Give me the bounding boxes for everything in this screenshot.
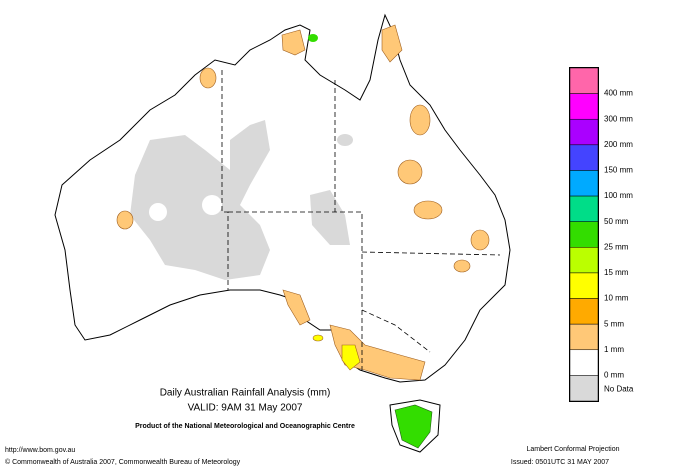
legend-label: 15 mm [604, 268, 629, 277]
issued: Issued: 0501UTC 31 MAY 2007 [511, 459, 609, 466]
legend-label: 0 mm [604, 370, 624, 379]
no-data-hole [202, 195, 222, 215]
legend-swatch [569, 375, 599, 402]
legend-swatch [569, 195, 599, 222]
rain-area [281, 29, 306, 56]
rain-area [397, 159, 423, 185]
legend-label: 300 mm [604, 114, 633, 123]
rainfall-areas [116, 24, 490, 449]
rain-area-heavy [308, 34, 318, 42]
legend-swatch [569, 118, 599, 146]
rain-area [453, 259, 471, 273]
mainland [54, 13, 511, 383]
state-border [221, 70, 229, 290]
legend-swatch [569, 67, 599, 94]
rain-area [381, 24, 403, 63]
legend-swatch [569, 298, 599, 325]
rain-area [116, 210, 134, 230]
no-data-area [310, 190, 350, 245]
legend-label: 50 mm [604, 217, 629, 226]
rain-area-heavy [394, 404, 433, 449]
legend-swatch [569, 144, 599, 171]
legend-swatch [569, 323, 599, 351]
legend-label: 100 mm [604, 191, 633, 200]
legend-swatch [569, 170, 599, 197]
legend-swatch [569, 93, 599, 120]
projection: Lambert Conformal Projection [527, 446, 620, 453]
legend: 400 mm 300 mm 200 mm 150 mm 100 mm 50 mm 25 mm… [569, 67, 634, 402]
legend-label: 150 mm [604, 166, 633, 175]
url: http://www.bom.gov.au [5, 447, 75, 454]
product-note: Product of the National Meteorological a… [135, 423, 355, 430]
legend-label: 10 mm [604, 294, 629, 303]
legend-swatch [569, 272, 599, 299]
state-border [228, 211, 363, 370]
legend-swatch [569, 221, 599, 248]
legend-box [569, 67, 599, 402]
legend-swatch [569, 247, 599, 274]
valid-time: VALID: 9AM 31 May 2007 [188, 403, 303, 414]
legend-swatch [569, 349, 599, 376]
no-data-area [130, 120, 270, 280]
rain-area [413, 200, 443, 220]
no-data-area [337, 134, 353, 146]
rain-area [470, 229, 490, 251]
legend-label: 5 mm [604, 319, 624, 328]
state-border [361, 251, 501, 256]
state-border [361, 309, 431, 353]
no-data-hole [149, 203, 167, 221]
legend-label: 400 mm [604, 89, 633, 98]
rain-area [199, 67, 217, 89]
rain-area [282, 289, 311, 326]
map-title: Daily Australian Rainfall Analysis (mm) [160, 388, 331, 399]
copyright: © Commonwealth of Australia 2007, Common… [5, 458, 241, 466]
legend-label: No Data [604, 385, 634, 394]
legend-label: 200 mm [604, 140, 633, 149]
rain-area-heavy [341, 344, 361, 371]
map [54, 13, 511, 453]
legend-label: 25 mm [604, 242, 629, 251]
rain-area [409, 104, 431, 136]
rain-area-heavy [312, 334, 324, 342]
legend-label: 1 mm [604, 345, 624, 354]
